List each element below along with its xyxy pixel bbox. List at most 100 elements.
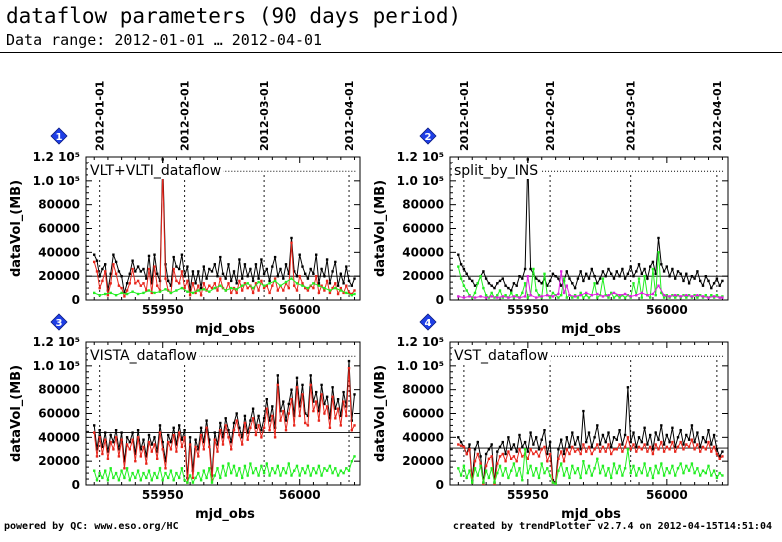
data-point	[312, 282, 315, 285]
data-point	[674, 296, 677, 299]
data-point	[629, 448, 632, 451]
data-point	[604, 450, 607, 453]
data-point	[679, 429, 682, 432]
data-point	[629, 295, 632, 298]
data-point	[526, 296, 529, 299]
data-point	[202, 288, 205, 291]
data-point	[293, 424, 296, 427]
panel-number-badge	[50, 313, 68, 331]
data-point	[219, 429, 222, 432]
data-point	[626, 436, 630, 439]
data-point	[197, 284, 200, 287]
data-point	[640, 272, 643, 275]
data-point	[557, 292, 560, 296]
data-point	[540, 462, 543, 465]
x-tick-label: 56000	[646, 488, 688, 502]
data-point	[112, 476, 115, 480]
data-point	[623, 292, 627, 296]
data-point	[532, 272, 535, 275]
data-point	[543, 429, 546, 432]
data-point	[498, 464, 502, 468]
data-point	[262, 272, 266, 275]
data-point	[260, 429, 263, 432]
data-point	[109, 433, 112, 437]
data-point	[183, 429, 186, 432]
data-point	[120, 469, 123, 472]
data-point	[573, 443, 577, 446]
x-axis-label: mjd_obs	[561, 322, 621, 337]
data-point	[180, 286, 184, 290]
data-point	[353, 277, 356, 280]
data-point	[243, 263, 247, 266]
data-point	[213, 438, 216, 441]
y-tick-label: 40000	[38, 245, 80, 259]
data-point	[496, 294, 499, 297]
data-point	[668, 295, 671, 298]
data-point	[601, 433, 605, 437]
data-point	[540, 295, 543, 298]
data-point	[169, 440, 173, 444]
data-point	[632, 443, 635, 446]
data-point	[331, 270, 334, 273]
y-tick-label: 0	[72, 478, 80, 492]
data-point	[615, 270, 618, 273]
data-point	[183, 479, 186, 482]
x-tick-label: 55950	[142, 303, 184, 317]
data-point	[643, 275, 646, 278]
data-point	[136, 292, 140, 296]
data-point	[293, 270, 296, 273]
data-point	[295, 464, 299, 468]
data-point	[571, 431, 574, 434]
data-point	[462, 445, 466, 449]
data-point	[471, 279, 474, 283]
data-point	[515, 284, 518, 287]
data-point	[265, 462, 268, 465]
data-point	[197, 289, 200, 292]
data-point	[540, 282, 543, 285]
data-point	[668, 275, 671, 278]
data-point	[671, 426, 674, 429]
chart-panel-4: 0 20000 40000 60000 80000 1.0 10⁵ 1.2 10⁵ 55950…	[373, 313, 729, 522]
data-point	[158, 431, 162, 434]
data-point	[112, 263, 115, 266]
data-point	[637, 445, 641, 449]
page-subtitle: Data range: 2012-01-01 … 2012-04-01	[6, 31, 323, 49]
x-tick-label: 55950	[142, 488, 184, 502]
y-tick-label: 1.0 10⁵	[397, 359, 444, 373]
data-point	[172, 255, 175, 259]
data-point	[172, 479, 175, 482]
data-point	[462, 464, 466, 468]
data-point	[219, 255, 222, 259]
data-point	[690, 295, 694, 298]
data-point	[532, 474, 535, 477]
data-point	[169, 284, 173, 287]
x-tick-label: 56000	[279, 488, 321, 502]
data-point	[596, 443, 599, 446]
data-point	[238, 279, 241, 283]
data-point	[704, 448, 707, 451]
data-point	[312, 409, 315, 413]
data-point	[254, 282, 258, 285]
data-point	[334, 286, 337, 290]
panel-title-bg	[88, 163, 224, 179]
header-divider	[0, 52, 782, 53]
data-point	[557, 457, 560, 460]
data-point	[290, 474, 293, 477]
data-point	[504, 467, 507, 470]
x-axis-label: mjd_obs	[561, 507, 621, 522]
data-point	[710, 474, 713, 477]
data-point	[257, 280, 260, 284]
data-point	[227, 282, 230, 285]
data-point	[687, 469, 691, 472]
data-point	[487, 282, 491, 285]
data-point	[282, 400, 285, 403]
data-point	[473, 460, 477, 463]
panel-number-label: 2	[425, 132, 432, 143]
data-point	[106, 479, 110, 482]
data-point	[156, 457, 159, 460]
data-point	[490, 291, 493, 295]
data-point	[334, 282, 337, 285]
data-point	[251, 407, 255, 410]
data-point	[546, 460, 549, 463]
